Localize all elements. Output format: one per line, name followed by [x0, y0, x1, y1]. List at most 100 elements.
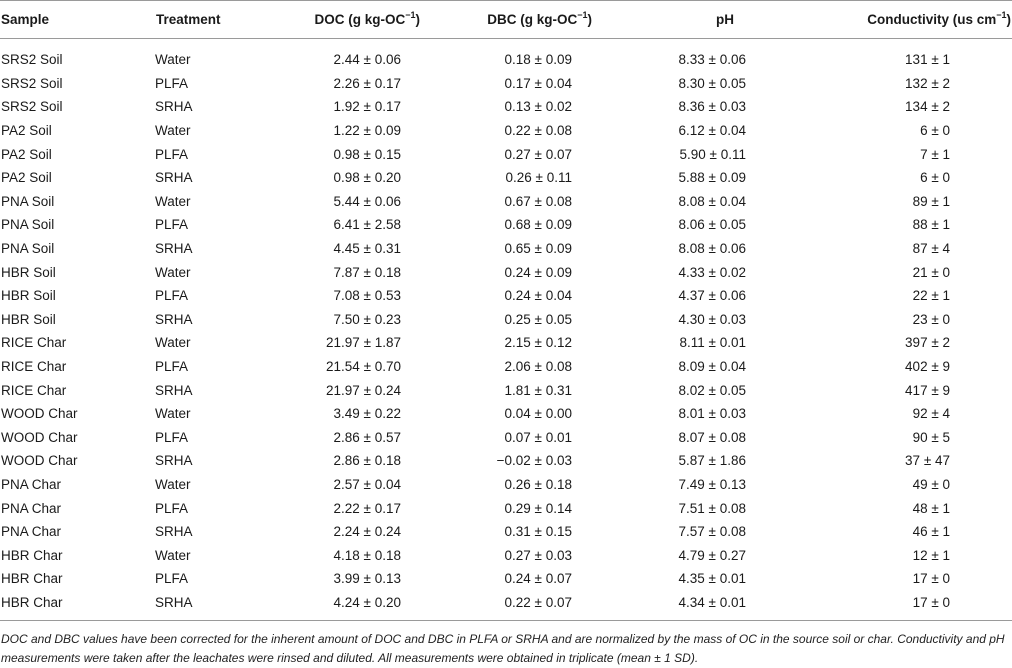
cell-treatment: PLFA — [155, 75, 189, 91]
cell-treatment: SRHA — [155, 453, 193, 469]
cell-treatment: Water — [155, 406, 191, 422]
header-sample: Sample — [0, 0, 155, 39]
cell-ph: 4.35 ± 0.01 — [678, 571, 746, 587]
cell-treatment: PLFA — [155, 359, 189, 375]
cell-doc: 21.97 ± 0.24 — [326, 382, 401, 398]
cell-conductivity: 12 ± 1 — [912, 547, 950, 563]
cell-dbc: 0.31 ± 0.15 — [504, 524, 572, 540]
cell-ph: 8.08 ± 0.06 — [678, 241, 746, 257]
cell-dbc: 0.18 ± 0.09 — [504, 52, 572, 68]
cell-ph: 7.57 ± 0.08 — [678, 524, 746, 540]
cell-treatment: PLFA — [155, 288, 189, 304]
cell-conductivity: 92 ± 4 — [912, 406, 950, 422]
cell-sample: PNA Soil — [1, 241, 55, 257]
cell-sample: HBR Char — [1, 571, 63, 587]
cell-conductivity: 46 ± 1 — [912, 524, 950, 540]
cell-sample: PNA Soil — [1, 217, 55, 233]
table-row: PNA Soil SRHA 4.45 ± 0.31 0.65 ± 0.09 8.08 ±… — [0, 237, 1012, 261]
cell-sample: WOOD Char — [1, 406, 78, 422]
header-row: Sample Treatment DOC (g kg-OC−1) DBC (g … — [0, 0, 1012, 39]
cell-conductivity: 7 ± 1 — [920, 146, 950, 162]
cell-treatment: SRHA — [155, 524, 193, 540]
cell-conductivity: 6 ± 0 — [920, 170, 950, 186]
cell-ph: 8.30 ± 0.05 — [678, 75, 746, 91]
cell-sample: HBR Char — [1, 594, 63, 610]
cell-doc: 7.87 ± 0.18 — [333, 264, 401, 280]
cell-dbc: 0.07 ± 0.01 — [504, 429, 572, 445]
cell-doc: 2.24 ± 0.24 — [333, 524, 401, 540]
table-row: HBR Soil SRHA 7.50 ± 0.23 0.25 ± 0.05 4.30 ±… — [0, 308, 1012, 332]
cell-doc: 2.22 ± 0.17 — [333, 500, 401, 516]
cell-ph: 7.49 ± 0.13 — [678, 476, 746, 492]
cell-ph: 8.33 ± 0.06 — [678, 52, 746, 68]
table-row: HBR Char PLFA 3.99 ± 0.13 0.24 ± 0.07 4.35 ±… — [0, 567, 1012, 591]
table-row: SRS2 Soil SRHA 1.92 ± 0.17 0.13 ± 0.02 8.36 … — [0, 95, 1012, 119]
cell-ph: 8.08 ± 0.04 — [678, 193, 746, 209]
cell-dbc: 0.25 ± 0.05 — [504, 311, 572, 327]
cell-treatment: Water — [155, 547, 191, 563]
header-doc: DOC (g kg-OC−1) — [275, 0, 420, 39]
header-treatment: Treatment — [155, 0, 275, 39]
cell-dbc: 0.27 ± 0.07 — [504, 146, 572, 162]
table-row: PA2 Soil Water 1.22 ± 0.09 0.22 ± 0.08 6.12 … — [0, 119, 1012, 143]
cell-conductivity: 17 ± 0 — [912, 594, 950, 610]
table-row: WOOD Char PLFA 2.86 ± 0.57 0.07 ± 0.01 8.07 … — [0, 426, 1012, 450]
cell-dbc: 0.24 ± 0.07 — [504, 571, 572, 587]
cell-ph: 4.79 ± 0.27 — [678, 547, 746, 563]
table-row: PA2 Soil SRHA 0.98 ± 0.20 0.26 ± 0.11 5.88 ±… — [0, 166, 1012, 190]
cell-doc: 1.92 ± 0.17 — [333, 99, 401, 115]
table-row: PNA Char SRHA 2.24 ± 0.24 0.31 ± 0.15 7.57 ±… — [0, 520, 1012, 544]
cell-doc: 4.24 ± 0.20 — [333, 594, 401, 610]
table-body: SRS2 Soil Water 2.44 ± 0.06 0.18 ± 0.09 8.33… — [0, 39, 1012, 621]
cell-conductivity: 21 ± 0 — [912, 264, 950, 280]
cell-doc: 0.98 ± 0.15 — [333, 146, 401, 162]
table-row: SRS2 Soil Water 2.44 ± 0.06 0.18 ± 0.09 8.33… — [0, 39, 1012, 72]
cell-dbc: 0.22 ± 0.08 — [504, 123, 572, 139]
cell-treatment: PLFA — [155, 429, 189, 445]
cell-doc: 3.99 ± 0.13 — [333, 571, 401, 587]
cell-dbc: 0.17 ± 0.04 — [504, 75, 572, 91]
cell-treatment: SRHA — [155, 594, 193, 610]
cell-ph: 5.90 ± 0.11 — [679, 146, 746, 162]
cell-ph: 8.09 ± 0.04 — [678, 359, 746, 375]
cell-treatment: Water — [155, 193, 191, 209]
header-ph: pH — [595, 0, 767, 39]
cell-sample: HBR Soil — [1, 311, 56, 327]
table-row: RICE Char Water 21.97 ± 1.87 2.15 ± 0.12 8.1… — [0, 331, 1012, 355]
cell-conductivity: 88 ± 1 — [912, 217, 950, 233]
cell-dbc: 0.65 ± 0.09 — [504, 241, 572, 257]
cell-treatment: SRHA — [155, 382, 193, 398]
cell-dbc: 0.24 ± 0.04 — [504, 288, 572, 304]
table-header: Sample Treatment DOC (g kg-OC−1) DBC (g … — [0, 0, 1012, 39]
cell-doc: 21.54 ± 0.70 — [326, 359, 401, 375]
header-dbc: DBC (g kg-OC−1) — [420, 0, 595, 39]
cell-doc: 2.57 ± 0.04 — [333, 476, 401, 492]
cell-sample: HBR Soil — [1, 288, 56, 304]
cell-doc: 2.26 ± 0.17 — [333, 75, 401, 91]
cell-doc: 3.49 ± 0.22 — [333, 406, 401, 422]
cell-doc: 5.44 ± 0.06 — [333, 193, 401, 209]
cell-sample: RICE Char — [1, 335, 67, 351]
cell-doc: 2.86 ± 0.57 — [333, 429, 401, 445]
cell-dbc: 0.68 ± 0.09 — [504, 217, 572, 233]
table-row: RICE Char SRHA 21.97 ± 0.24 1.81 ± 0.31 8.02… — [0, 378, 1012, 402]
cell-sample: PNA Char — [1, 524, 62, 540]
table-row: WOOD Char SRHA 2.86 ± 0.18 −0.02 ± 0.03 5.87… — [0, 449, 1012, 473]
data-table: Sample Treatment DOC (g kg-OC−1) DBC (g … — [0, 0, 1012, 621]
cell-treatment: Water — [155, 335, 191, 351]
cell-ph: 8.02 ± 0.05 — [678, 382, 746, 398]
table-row: WOOD Char Water 3.49 ± 0.22 0.04 ± 0.00 8.01… — [0, 402, 1012, 426]
cell-conductivity: 132 ± 2 — [905, 75, 950, 91]
cell-conductivity: 37 ± 47 — [905, 453, 950, 469]
table-row: PNA Soil PLFA 6.41 ± 2.58 0.68 ± 0.09 8.06 ±… — [0, 213, 1012, 237]
cell-dbc: 0.26 ± 0.11 — [505, 170, 572, 186]
cell-ph: 8.07 ± 0.08 — [678, 429, 746, 445]
cell-doc: 0.98 ± 0.20 — [333, 170, 401, 186]
cell-ph: 8.01 ± 0.03 — [678, 406, 746, 422]
cell-sample: PNA Soil — [1, 193, 55, 209]
cell-doc: 4.18 ± 0.18 — [333, 547, 401, 563]
cell-conductivity: 397 ± 2 — [905, 335, 950, 351]
cell-treatment: PLFA — [155, 571, 189, 587]
cell-treatment: SRHA — [155, 241, 193, 257]
cell-dbc: 0.24 ± 0.09 — [504, 264, 572, 280]
